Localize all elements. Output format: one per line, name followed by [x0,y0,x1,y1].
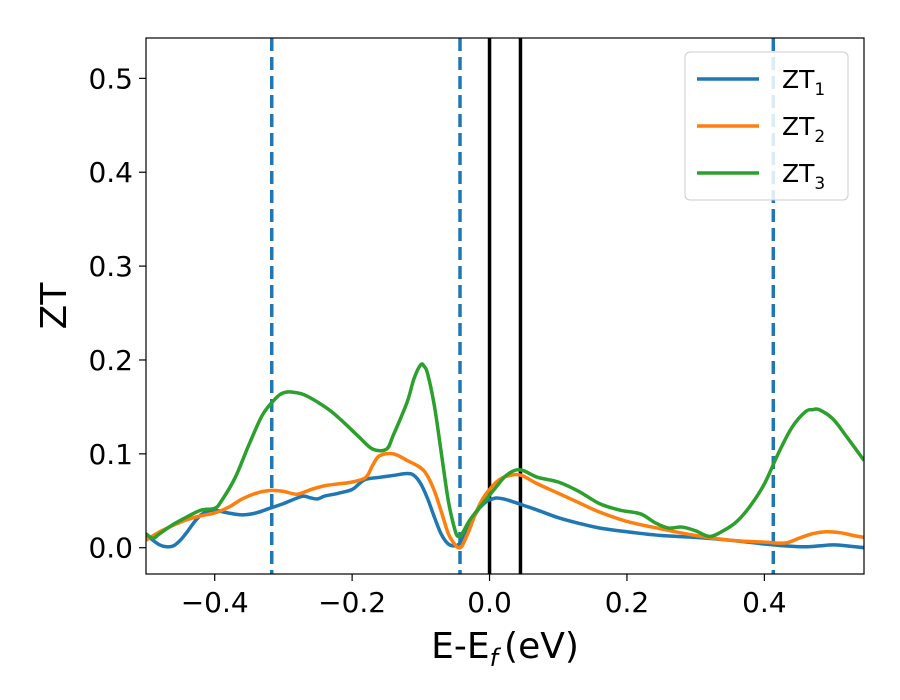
legend-label-sub: 3 [814,174,825,194]
y-tick-label: 0.5 [88,62,133,95]
legend-label-main: ZT [782,65,815,94]
legend-label-sub: 1 [814,80,825,100]
series-line-zt2 [146,451,864,550]
x-axis-label-unit: (eV) [504,626,579,667]
x-tick-label: 0.0 [467,586,512,619]
legend-label-zt1: ZT1 [782,65,825,100]
x-tick-label: −0.4 [181,586,249,619]
x-tick-label: −0.2 [318,586,386,619]
y-axis-label: ZT [34,282,75,330]
y-axis: 0.0 0.1 0.2 0.3 0.4 0.5 [88,62,146,565]
x-axis-label: E-Ef (eV) [431,626,579,672]
y-tick-label: 0.3 [88,250,133,283]
legend-label-zt2: ZT2 [782,112,825,147]
reference-lines [269,38,776,574]
legend-label-sub: 2 [814,127,825,147]
legend-label-zt3: ZT3 [782,159,825,194]
plot-area-frame [145,37,865,575]
legend-box [684,51,849,201]
legend-label-main: ZT [782,159,815,188]
y-tick-label: 0.0 [88,532,133,565]
y-tick-label: 0.2 [88,344,133,377]
series-lines [146,362,864,550]
legend-label-main: ZT [782,112,815,141]
y-tick-label: 0.4 [88,156,133,189]
series-line-zt3 [146,362,864,541]
x-tick-label: 0.4 [742,586,787,619]
x-tick-label: 0.2 [605,586,650,619]
x-axis: −0.4 −0.2 0.0 0.2 0.4 [181,574,787,619]
x-axis-label-main: E-E [431,626,489,667]
y-tick-label: 0.1 [88,438,133,471]
